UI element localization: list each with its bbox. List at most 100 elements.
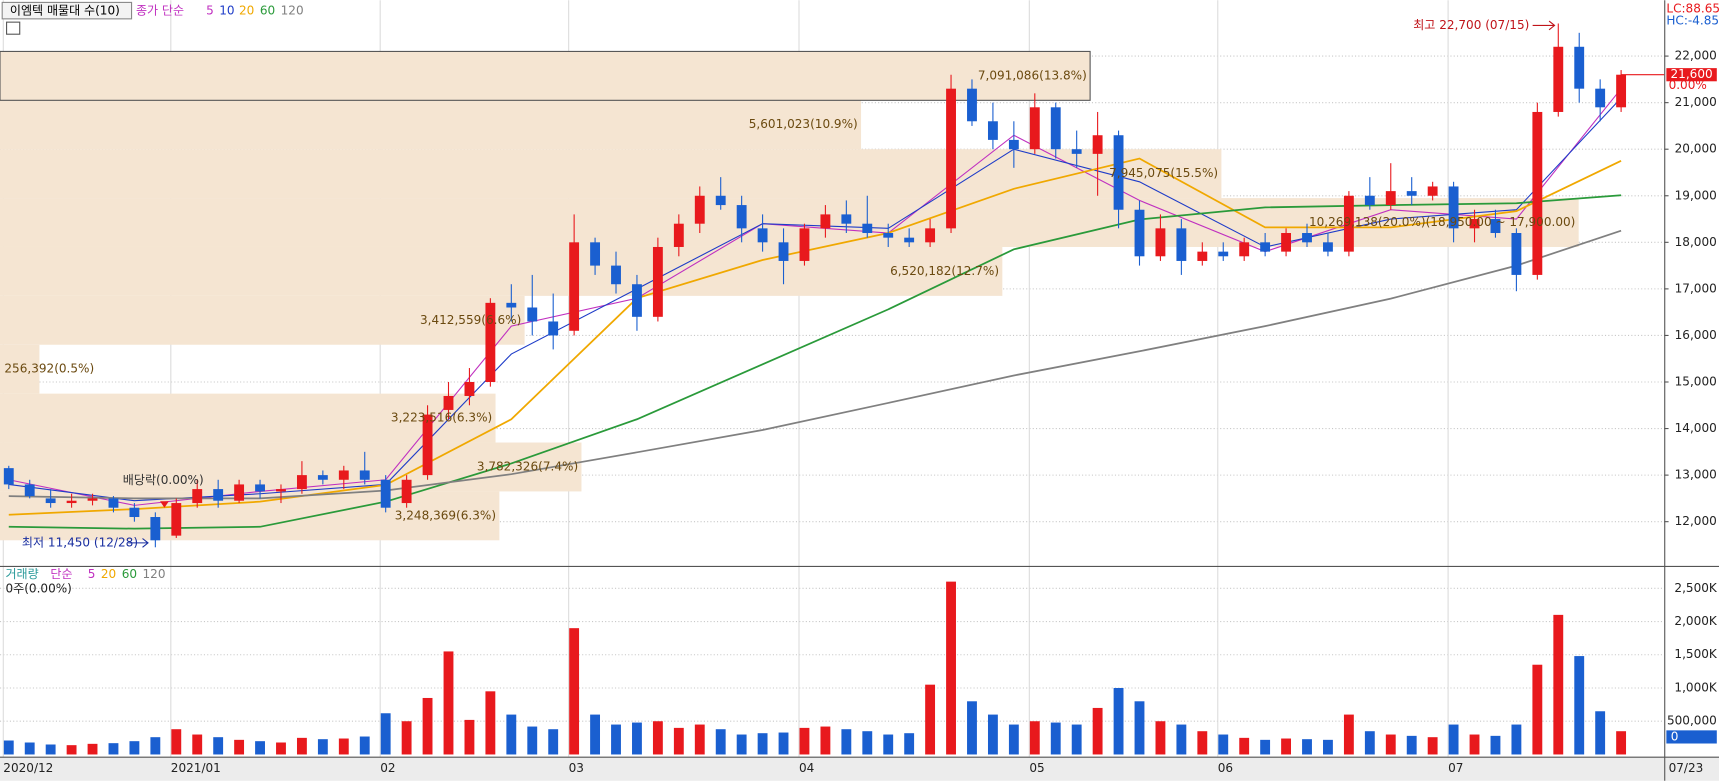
candle-body (841, 214, 852, 224)
candle-body (1385, 191, 1396, 206)
volume-bar (1574, 656, 1585, 755)
volume-bar (234, 739, 245, 755)
candle-body (1427, 186, 1438, 196)
volume-bar (1008, 724, 1019, 755)
volume-bar (150, 737, 161, 755)
candle-body (569, 242, 580, 331)
menu-icon[interactable] (6, 21, 21, 35)
volume-bar (3, 740, 14, 755)
candle-body (317, 475, 328, 480)
volume-bar (24, 742, 35, 755)
candle-body (1029, 107, 1040, 150)
current-volume-tag (1666, 730, 1717, 744)
marks (3, 23, 1627, 755)
candle-body (1302, 233, 1312, 243)
candle-body (778, 242, 789, 261)
candle-body (1574, 46, 1585, 89)
volume-bar (506, 714, 517, 755)
candle-body (1134, 209, 1145, 257)
x-tick-label: 02 (380, 761, 395, 775)
candle-body (255, 484, 265, 492)
volume-bar (1239, 737, 1250, 755)
y-tick-label: 12,000 (1675, 514, 1717, 528)
volume-legend: 120 (143, 567, 166, 581)
volume-bar (338, 738, 349, 755)
y-tick-label: 2,500K (1674, 581, 1717, 595)
profile-label: 5,601,023(10.9%) (749, 117, 858, 131)
profile-label: 3,412,559(6.6%) (420, 313, 521, 327)
volume-bar (1113, 687, 1124, 755)
candle-body (925, 228, 936, 243)
low-arrow (128, 538, 149, 548)
candle-body (799, 228, 810, 261)
volume-bar (778, 732, 789, 755)
volume-bar (715, 729, 726, 755)
volume-bar (1302, 739, 1312, 755)
y-tick-label: 21,000 (1675, 95, 1717, 109)
candle-body (24, 484, 35, 497)
volume-bar (841, 729, 852, 755)
candle-body (1218, 251, 1229, 257)
volume-bar (1155, 721, 1166, 755)
candle-body (422, 414, 433, 476)
volume-bar (1427, 737, 1438, 755)
high-note: 최고 22,700 (07/15) (1413, 18, 1529, 32)
candle-body (736, 205, 747, 229)
volume-bar (652, 721, 663, 755)
candle-body (45, 498, 56, 504)
candle-body (338, 470, 349, 480)
profile-bar (0, 442, 582, 492)
profile-label: 3,248,369(6.3%) (395, 508, 496, 522)
volume-bar (967, 701, 977, 755)
candle-body (1553, 46, 1564, 112)
candle-body (757, 228, 768, 243)
volume-bar (1218, 734, 1229, 755)
volume-bar (1323, 739, 1333, 755)
candle-body (66, 500, 77, 504)
y-tick-label: 2,000K (1674, 614, 1717, 628)
volume-bar (1176, 724, 1187, 755)
volume-bar (590, 714, 601, 755)
title-box[interactable] (1, 1, 133, 20)
profile-bar (0, 149, 1222, 199)
volume-bar (1448, 724, 1459, 755)
volume-bar (757, 733, 768, 755)
profile-bar (0, 50, 1091, 101)
profile-label: 256,392(0.5%) (4, 362, 94, 376)
hc-label: HC:-4.85 (1666, 14, 1719, 28)
volume-bar (611, 724, 621, 755)
volume-bar (129, 741, 140, 755)
x-tick-label: 03 (569, 761, 584, 775)
candle-body (946, 88, 956, 229)
candle-body (1490, 219, 1501, 234)
candle-body (1155, 228, 1166, 257)
volume-bar (317, 739, 328, 755)
candle-body (359, 470, 370, 480)
chart-title: 이엠텍 매물대 수(10) (10, 4, 120, 18)
volume-bar (192, 734, 203, 755)
volume-legend: 거래량 (5, 567, 38, 581)
profile-bar (0, 295, 525, 345)
profile-label: 7,945,075(15.5%) (1109, 166, 1218, 180)
x-tick-label: 05 (1029, 761, 1044, 775)
volume-bar (925, 684, 936, 755)
candle-body (87, 498, 98, 501)
volume-bar (464, 719, 475, 755)
candle-body (1595, 88, 1606, 108)
volume-bar (1364, 731, 1375, 755)
volume-bar (569, 628, 580, 755)
profile-label: 6,520,182(12.7%) (890, 264, 999, 278)
volume-bar (820, 726, 831, 755)
volume-bar (359, 736, 370, 755)
volume-bar (1029, 721, 1040, 755)
y-tick-label: 22,000 (1675, 49, 1717, 63)
last-date: 07/23 (1669, 761, 1704, 775)
candle-body (1071, 149, 1082, 154)
volume-bar (1050, 722, 1061, 755)
candle-body (1343, 195, 1354, 252)
x-tick-label: 2021/01 (171, 761, 221, 775)
volume-bar (946, 581, 956, 755)
volume-legend: 5 (88, 567, 96, 581)
candle-body (1176, 228, 1187, 261)
